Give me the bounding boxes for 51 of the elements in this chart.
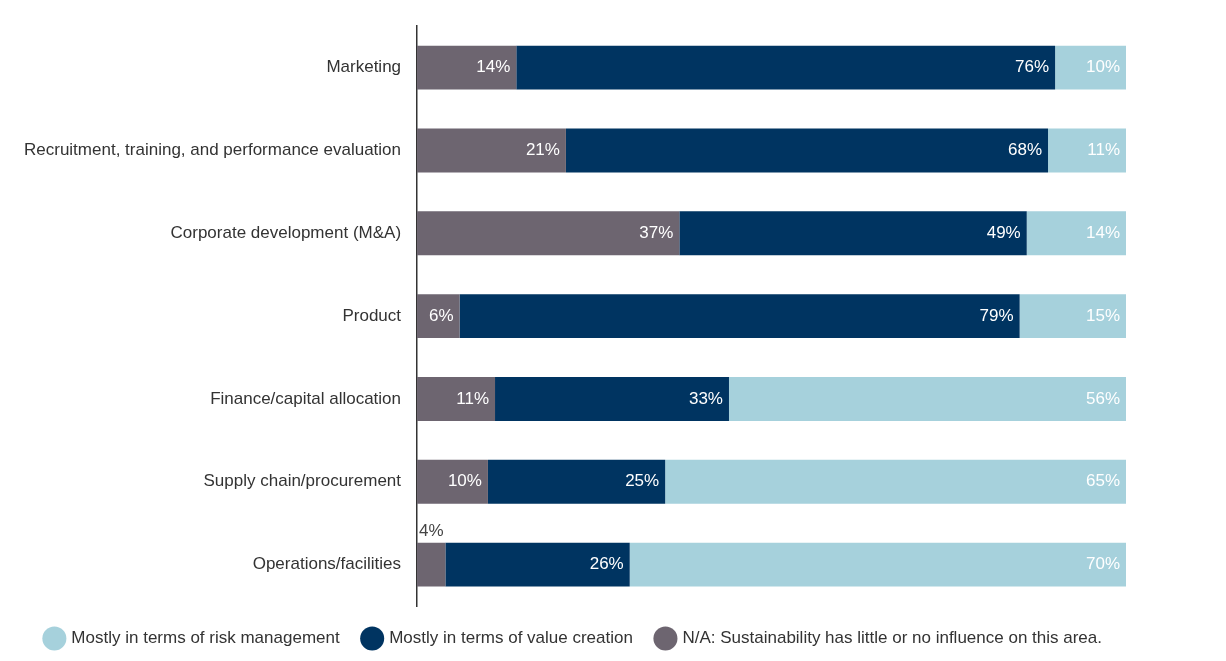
data-label: 11% — [1087, 140, 1120, 160]
data-label: 68% — [1007, 140, 1043, 160]
bar — [1048, 128, 1126, 173]
data-label: 10% — [447, 471, 482, 491]
bar — [629, 542, 1126, 587]
data-label: 70% — [1085, 554, 1120, 574]
data-label: 15% — [1085, 305, 1120, 325]
data-label: 76% — [1015, 57, 1050, 77]
bar — [445, 542, 630, 587]
y-tick-label: Operations/facilities — [252, 554, 402, 574]
data-label: 14% — [1085, 222, 1120, 242]
data-label: 49% — [986, 222, 1021, 242]
data-label: 21% — [525, 140, 560, 160]
data-label: 25% — [625, 471, 660, 491]
data-label: 37% — [639, 222, 674, 242]
data-label: 56% — [1085, 388, 1120, 408]
data-label: 11% — [456, 388, 490, 408]
y-tick-label: Corporate development (M&A) — [170, 222, 402, 242]
legend-label: Mostly in terms of value creation — [389, 628, 633, 648]
bar — [679, 211, 1027, 256]
bar — [728, 376, 1126, 421]
data-label: 26% — [589, 554, 624, 574]
y-tick-label: Supply chain/procurement — [203, 471, 402, 491]
bar — [1026, 211, 1126, 256]
bar — [417, 376, 496, 421]
bar — [1019, 294, 1126, 339]
bar — [417, 459, 488, 504]
data-label: 6% — [429, 305, 454, 325]
bar — [495, 376, 729, 421]
y-tick-label: Finance/capital allocation — [210, 388, 402, 408]
bar — [417, 128, 566, 173]
y-tick-label: Product — [342, 305, 402, 325]
bar — [487, 459, 666, 504]
bar — [516, 45, 1056, 90]
data-label: 14% — [476, 57, 511, 77]
bar — [417, 45, 517, 90]
data-label: 65% — [1085, 471, 1120, 491]
data-label: 10% — [1085, 57, 1120, 77]
bar — [417, 211, 680, 256]
bar — [565, 128, 1049, 173]
data-label: 4% — [419, 520, 444, 540]
bar — [1055, 45, 1126, 90]
y-tick-label: Marketing — [326, 57, 402, 77]
data-label: 33% — [688, 388, 723, 408]
legend-label: Mostly in terms of risk management — [71, 628, 340, 648]
bar — [459, 294, 1020, 339]
bar — [665, 459, 1126, 504]
y-tick-label: Recruitment, training, and performance evaluation — [23, 140, 402, 160]
bar — [417, 542, 446, 587]
legend-label: N/A: Sustainability has little or no influence on this area. — [682, 628, 1103, 648]
data-label: 79% — [979, 305, 1014, 325]
